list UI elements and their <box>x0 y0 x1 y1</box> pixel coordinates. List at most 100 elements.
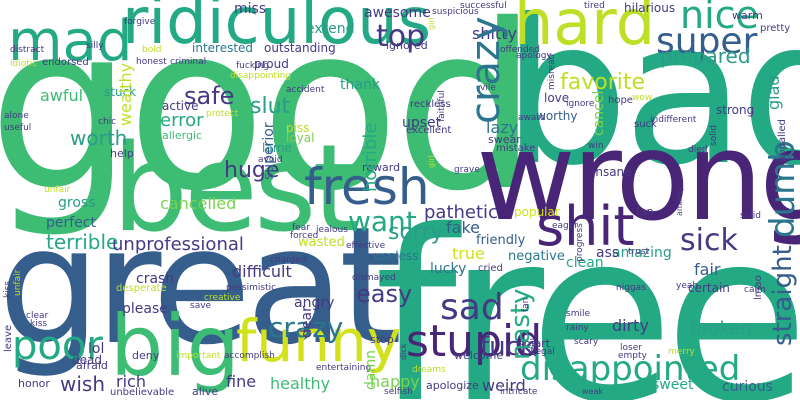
word-clean: clean <box>566 255 604 271</box>
word-ridiculous: ridiculous <box>122 0 432 59</box>
word-awful: awful <box>40 86 84 105</box>
word-grave: grave <box>454 165 480 175</box>
word-error: error <box>160 110 204 131</box>
word-strong: strong <box>716 103 755 117</box>
word-weird: weird <box>482 376 526 395</box>
word-wasted: wasted <box>298 235 345 250</box>
word-grateful: girl <box>427 155 436 168</box>
word-damn: damn <box>363 350 379 390</box>
word-lucky: lucky <box>430 261 467 277</box>
word-perfect: perfect <box>46 215 96 231</box>
word-anxiety: unfair <box>13 269 23 296</box>
word-excellent: excellent <box>406 125 452 136</box>
word-distract: silly <box>86 41 104 51</box>
word-lmao: fan <box>636 205 654 218</box>
word-prepared: prepared <box>660 44 751 68</box>
word-calm: yeah <box>676 281 699 291</box>
word-miss: miss <box>234 1 267 17</box>
word-save: save <box>190 301 212 311</box>
word-warm: warm <box>732 9 763 22</box>
word-wow: hope <box>608 95 633 106</box>
word-award: ignore <box>566 99 595 109</box>
word-unacceptable: crazy <box>268 311 344 344</box>
word-welcome: welcome <box>454 349 504 362</box>
word-protect: disappointing <box>230 71 292 81</box>
word-bold: forgive <box>124 17 156 27</box>
word-outstanding: outstanding <box>264 41 336 55</box>
word-creative: creative <box>204 293 241 303</box>
word-dismayed: dismayed <box>352 273 396 283</box>
word-fantastic: dick <box>529 335 538 352</box>
word-amazing: amazing <box>612 245 672 261</box>
word-desperate: desperate <box>116 283 167 294</box>
word-slut: slut <box>250 94 291 119</box>
word-worth: worth <box>70 126 128 150</box>
word-fucking: accident <box>286 85 325 95</box>
word-stop: stop <box>370 333 394 346</box>
word-good: good <box>0 0 538 241</box>
word-misread: unfair <box>44 185 71 195</box>
word-sick: sick <box>680 223 738 258</box>
word-yeah: lmao <box>753 275 764 300</box>
word-ass: ass <box>596 245 620 261</box>
word-disappointing: appalled <box>777 118 788 162</box>
word-lazy: lazy <box>486 118 519 137</box>
word-odd: died <box>688 145 708 155</box>
word-horrible: horrible <box>360 122 381 192</box>
word-wrong: wrong <box>476 106 800 248</box>
word-afraid: afraid <box>76 359 108 372</box>
word-impressive: weak <box>582 387 603 396</box>
word-loser: empty <box>618 351 647 361</box>
word-honor: honor <box>18 377 50 390</box>
word-faithful: faithful <box>437 90 447 122</box>
word-cancelled: cancelled <box>160 194 237 213</box>
word-intricate: illegal <box>528 347 555 357</box>
word-offended: successful <box>460 1 507 11</box>
word-sweet: sweet <box>652 377 694 393</box>
word-clear: alone <box>4 111 29 121</box>
word-poor: poor <box>12 323 103 369</box>
word-super: super <box>656 21 758 62</box>
word-proud: proud <box>254 57 289 71</box>
word-unbelievable: unbelievable <box>110 387 175 398</box>
word-gross: gross <box>58 195 96 211</box>
word-negative: negative <box>508 249 565 264</box>
word-glad: glad <box>764 75 783 110</box>
word-scary: rainy <box>566 323 589 333</box>
word-popular: popular <box>514 205 560 219</box>
word-fresh: fresh <box>304 158 430 216</box>
word-effective: effective <box>346 241 386 251</box>
word-apologize: apologize <box>426 379 479 392</box>
word-safe: safe <box>184 82 235 110</box>
word-indifferent: trust <box>628 247 650 257</box>
word-wish: wish <box>60 372 106 396</box>
word-lol: lol <box>88 341 105 357</box>
word-dirty: dirty <box>612 316 649 335</box>
word-rich: rich <box>116 372 146 391</box>
word-reckless: reckless <box>410 99 451 110</box>
word-loyal: loyal <box>286 131 315 145</box>
word-ignored: ignored <box>386 39 428 52</box>
word-suck: suck <box>634 119 657 130</box>
word-favorite: favorite <box>560 70 646 95</box>
word-fake: fake <box>446 218 480 237</box>
word-pathetic: pathetic <box>424 202 498 223</box>
word-upset: upset <box>402 115 442 131</box>
word-curious: curious <box>722 379 773 395</box>
word-accident: solid <box>709 125 719 146</box>
word-suspicious: bold <box>142 45 162 55</box>
word-smart: smart <box>518 337 551 350</box>
word-win: award <box>518 113 546 123</box>
word-mistake: mistake <box>496 143 536 154</box>
word-nice: nice <box>680 0 759 37</box>
word-pretty: pretty <box>760 23 791 34</box>
word-progress: progress <box>575 223 585 262</box>
word-friendly: friendly <box>476 233 526 248</box>
word-disappointed: disappointed <box>520 349 741 389</box>
word-stupid: stupid <box>406 316 543 367</box>
word-die: dreams <box>412 365 446 375</box>
word-piss: piss <box>286 121 310 135</box>
word-weak: misread <box>547 53 557 90</box>
word-help: help <box>110 147 134 160</box>
word-superior: superior <box>261 122 277 180</box>
